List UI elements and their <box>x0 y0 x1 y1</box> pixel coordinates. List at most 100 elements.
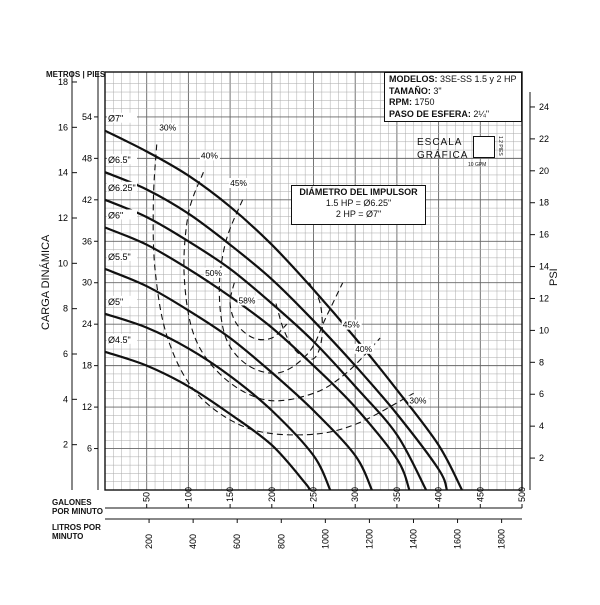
feet-tick-label: 6 <box>87 444 92 454</box>
gpm-tick-label: 250 <box>309 487 319 502</box>
psi-tick-label: 18 <box>539 198 549 208</box>
psi-tick-label: 4 <box>539 421 544 431</box>
efficiency-label-bg <box>354 343 375 354</box>
curve-label-bg <box>107 154 137 165</box>
pies-label: PIES <box>86 70 106 79</box>
scale-legend: ESCALA GRÁFICA 1.2 PIES 10 GPM <box>417 136 503 170</box>
feet-tick-label: 42 <box>82 195 92 205</box>
right-axis-title: PSI <box>548 268 560 286</box>
efficiency-label: 58% <box>238 295 255 305</box>
efficiency-label: 50% <box>205 268 222 278</box>
tamano-label: TAMAÑO: <box>389 85 431 96</box>
feet-tick-label: 54 <box>82 112 92 122</box>
left-units-label: METROS | PIES <box>46 70 106 79</box>
curve-label-bg <box>107 209 137 220</box>
feet-tick-label: 36 <box>82 236 92 246</box>
curve-label: Ø6" <box>108 210 123 220</box>
escala-line1: ESCALA <box>417 137 463 148</box>
lpm-tick-label: 800 <box>276 534 286 549</box>
gpm-tick-label: 50 <box>142 492 152 502</box>
meters-tick-label: 14 <box>58 168 68 178</box>
meters-tick-label: 12 <box>58 213 68 223</box>
modelos-value: 3SE-SS 1.5 y 2 HP <box>440 74 517 84</box>
efficiency-label-bg <box>237 295 258 306</box>
curve-label-bg <box>107 295 137 306</box>
curve-label: Ø6.5" <box>108 155 131 165</box>
efficiency-label-bg <box>199 150 220 161</box>
gpm-tick-label: 100 <box>183 487 193 502</box>
impeller-curve <box>104 350 311 491</box>
lpm-tick-label: 200 <box>144 534 154 549</box>
meters-tick-label: 10 <box>58 258 68 268</box>
paso-label: PASO DE ESFERA: <box>389 108 471 119</box>
psi-tick-label: 14 <box>539 262 549 272</box>
feet-tick-label: 48 <box>82 153 92 163</box>
lpm-tick-label: 1000 <box>320 529 330 549</box>
escala-line2: GRÁFICA <box>417 150 469 161</box>
gpm-tick-label: 300 <box>350 487 360 502</box>
paso-value: 2¼" <box>473 108 490 119</box>
feet-tick-label: 24 <box>82 319 92 329</box>
scale-square <box>473 136 495 158</box>
curve-label-bg <box>107 112 137 123</box>
impeller-curve <box>104 129 463 491</box>
impeller-curve <box>104 226 411 491</box>
efficiency-label: 40% <box>355 344 372 354</box>
impeller-curve <box>104 267 373 491</box>
curve-label-bg <box>107 333 137 344</box>
rpm-value: 1750 <box>414 97 435 107</box>
lpm-tick-label: 600 <box>232 534 242 549</box>
scale-unit-vertical: 1.2 PIES <box>497 136 503 156</box>
impeller-curve <box>104 312 332 491</box>
impeller-diameter-box: DIÁMETRO DEL IMPULSOR 1.5 HP = Ø6.25" 2 … <box>291 185 426 225</box>
meters-tick-label: 4 <box>63 394 68 404</box>
lpm-axis-title: LITROS POR MINUTO <box>52 523 101 541</box>
left-axis-title: CARGA DINÁMICA <box>40 234 52 330</box>
meters-tick-label: 8 <box>63 304 68 314</box>
impeller-line2: 2 HP = Ø7" <box>335 209 382 219</box>
efficiency-curve <box>275 282 323 360</box>
curve-label: Ø7" <box>108 114 123 124</box>
psi-tick-label: 10 <box>539 325 549 335</box>
efficiency-curve <box>183 172 381 402</box>
efficiency-label-bg <box>204 267 225 278</box>
psi-tick-label: 6 <box>539 389 544 399</box>
psi-tick-label: 12 <box>539 293 549 303</box>
lpm-tick-label: 400 <box>188 534 198 549</box>
efficiency-label-bg <box>408 395 429 406</box>
impeller-curve <box>104 198 428 491</box>
curve-label-bg <box>107 250 137 261</box>
lpm-tick-label: 1800 <box>497 529 507 549</box>
gpm-tick-label: 450 <box>475 487 485 502</box>
efficiency-label-bg <box>229 178 250 188</box>
efficiency-label: 45% <box>230 178 247 188</box>
lpm-tick-label: 1200 <box>364 529 374 549</box>
meters-tick-label: 18 <box>58 77 68 87</box>
efficiency-curve <box>229 282 288 341</box>
efficiency-label: 30% <box>409 396 426 406</box>
efficiency-label: 45% <box>343 320 360 330</box>
impeller-title: DIÁMETRO DEL IMPULSOR <box>299 187 418 197</box>
psi-tick-label: 16 <box>539 230 549 240</box>
meters-tick-label: 16 <box>58 122 68 132</box>
gpm-tick-label: 350 <box>392 487 402 502</box>
efficiency-label-bg <box>341 319 362 330</box>
psi-tick-label: 2 <box>539 453 544 463</box>
psi-tick-label: 22 <box>539 134 549 144</box>
curve-label: Ø6.25" <box>108 183 136 193</box>
gpm-tick-label: 500 <box>517 487 527 502</box>
curve-label-bg <box>107 181 137 192</box>
metros-label: METROS <box>46 70 81 79</box>
meters-tick-label: 6 <box>63 349 68 359</box>
gpm-tick-label: 150 <box>225 487 235 502</box>
model-info-box: MODELOS: 3SE-SS 1.5 y 2 HP TAMAÑO: 3" RP… <box>384 72 522 122</box>
psi-tick-label: 24 <box>539 102 549 112</box>
lpm-tick-label: 1600 <box>453 529 463 549</box>
efficiency-label-bg <box>158 122 179 133</box>
gpm-tick-label: 400 <box>434 487 444 502</box>
gpm-tick-label: 200 <box>267 487 277 502</box>
psi-tick-label: 20 <box>539 166 549 176</box>
curve-label: Ø4.5" <box>108 335 131 345</box>
